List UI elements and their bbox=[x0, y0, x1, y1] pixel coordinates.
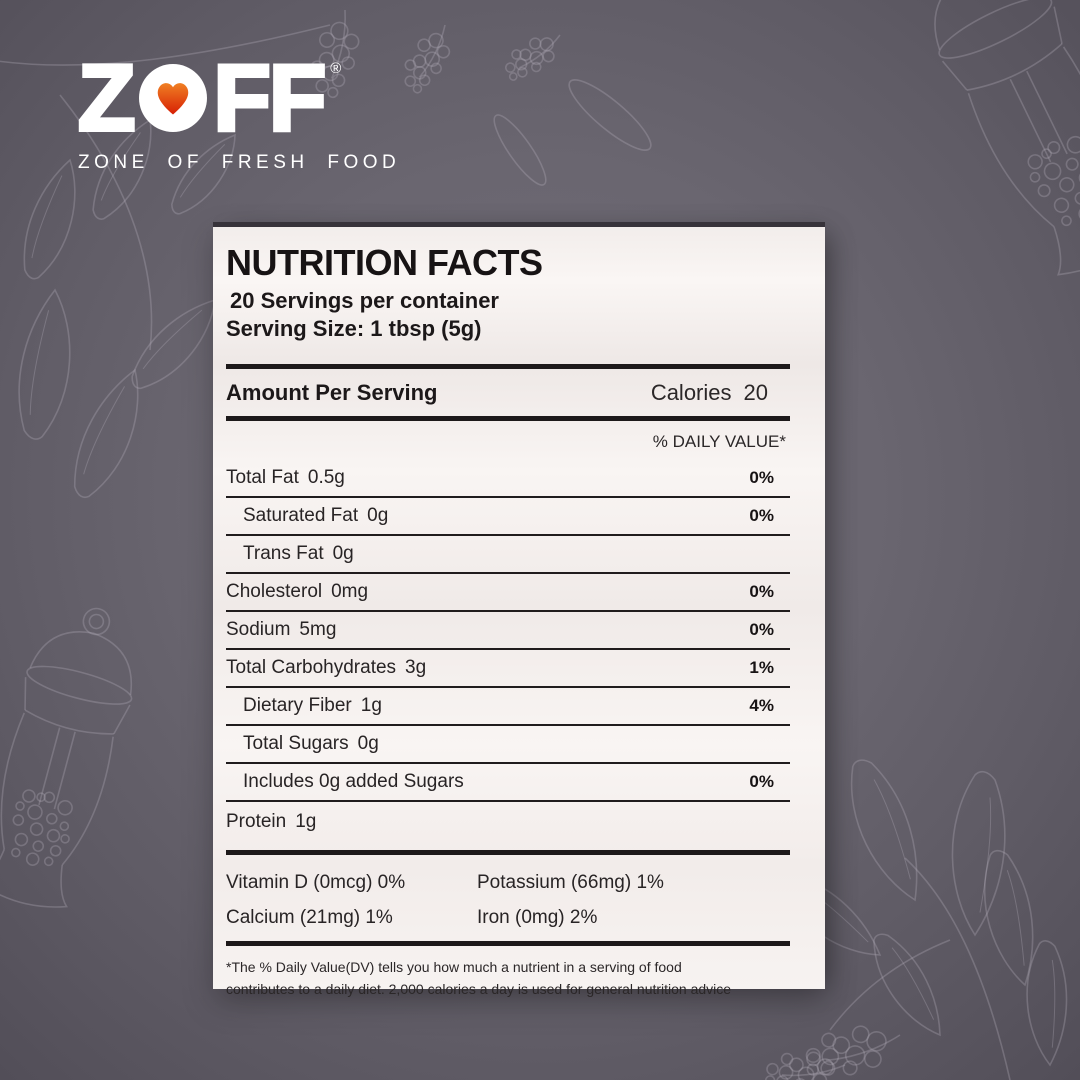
nutrient-row-trans-fat: Trans Fat 0g bbox=[226, 536, 790, 574]
nutrient-amount: 1g bbox=[295, 811, 317, 832]
nutrient-name: Total Sugars bbox=[243, 733, 349, 754]
nutrient-dv: 1% bbox=[749, 658, 774, 677]
logo-letter-z: Z bbox=[76, 45, 137, 150]
nutrition-facts-card: NUTRITION FACTS 20 Servings per containe… bbox=[213, 222, 825, 997]
micronutrient-iron: Iron (0mg) 2% bbox=[477, 907, 598, 928]
nutrient-name: Protein bbox=[226, 811, 287, 832]
nutrient-name: Cholesterol bbox=[226, 581, 323, 602]
micronutrients-grid: Vitamin D (0mcg) 0% Potassium (66mg) 1% … bbox=[226, 855, 790, 941]
micronutrient-calcium: Calcium (21mg) 1% bbox=[226, 907, 393, 928]
divider-thick bbox=[226, 941, 790, 946]
nutrient-name: Total Carbohydrates bbox=[226, 657, 397, 678]
daily-value-footnote: *The % Daily Value(DV) tells you how muc… bbox=[226, 946, 790, 1000]
nutrient-name: Includes 0g added Sugars bbox=[243, 771, 464, 792]
nutrient-amount: 0g bbox=[357, 733, 379, 754]
divider-thick bbox=[226, 364, 790, 369]
nutrient-amount: 0g bbox=[367, 505, 389, 526]
brand-tagline: ZONE OF FRESH FOOD bbox=[78, 152, 401, 173]
servings-per-container: 20 Servings per container bbox=[230, 288, 499, 313]
amount-per-serving-label: Amount Per Serving bbox=[226, 380, 438, 405]
nutrient-row-protein: Protein 1g bbox=[226, 802, 790, 842]
nutrient-dv: 0% bbox=[749, 506, 774, 525]
registered-trademark-icon: ® bbox=[330, 60, 342, 77]
brand-logo: Z FF ® ZONE OF FRESH FOOD bbox=[76, 45, 401, 174]
logo-letters-ff: FF bbox=[211, 45, 328, 150]
micronutrient-potassium: Potassium (66mg) 1% bbox=[477, 872, 664, 893]
nutrient-row-dietary-fiber: Dietary Fiber 1g 4% bbox=[226, 688, 790, 726]
nutrient-row-sodium: Sodium 5mg 0% bbox=[226, 612, 790, 650]
footnote-line-1: *The % Daily Value(DV) tells you how muc… bbox=[226, 959, 682, 975]
footnote-line-2: contributes to a daily diet. 2,000 calor… bbox=[226, 981, 732, 997]
nutrient-amount: 1g bbox=[360, 695, 382, 716]
serving-size: Serving Size: 1 tbsp (5g) bbox=[226, 316, 482, 341]
nutrient-amount: 0mg bbox=[331, 581, 369, 602]
nutrient-dv: 0% bbox=[749, 582, 774, 601]
nutrient-row-total-sugars: Total Sugars 0g bbox=[226, 726, 790, 764]
calories-value: 20 bbox=[743, 380, 768, 405]
nutrient-amount: 3g bbox=[405, 657, 427, 678]
nutrient-row-cholesterol: Cholesterol 0mg 0% bbox=[226, 574, 790, 612]
nutrient-dv: 0% bbox=[749, 772, 774, 791]
nutrient-name: Saturated Fat bbox=[243, 505, 359, 526]
nutrient-amount: 0g bbox=[332, 543, 354, 564]
calories-label: Calories bbox=[650, 380, 732, 405]
nutrient-dv: 0% bbox=[749, 620, 774, 639]
amount-per-serving-row: Amount Per Serving Calories 20 bbox=[226, 369, 790, 416]
nutrient-name: Total Fat bbox=[226, 467, 299, 488]
nutrient-row-saturated-fat: Saturated Fat 0g 0% bbox=[226, 498, 790, 536]
nutrition-facts-title: NUTRITION FACTS bbox=[226, 242, 543, 283]
divider-thick bbox=[226, 416, 790, 421]
nutrient-amount: 5mg bbox=[299, 619, 337, 640]
nutrient-amount: 0.5g bbox=[307, 467, 345, 488]
logo-heart-icon bbox=[139, 64, 208, 132]
nutrient-dv: 0% bbox=[749, 468, 774, 487]
nutrient-row-total-fat: Total Fat 0.5g 0% bbox=[226, 460, 790, 498]
nutrient-row-added-sugars: Includes 0g added Sugars 0% bbox=[226, 764, 790, 802]
nutrient-name: Trans Fat bbox=[243, 543, 324, 564]
nutrient-dv: 4% bbox=[749, 696, 774, 715]
daily-value-header: % DAILY VALUE* bbox=[652, 432, 786, 451]
calories-group: Calories 20 bbox=[651, 380, 790, 406]
nutrient-name: Dietary Fiber bbox=[243, 695, 352, 716]
micronutrient-vitamin-d: Vitamin D (0mcg) 0% bbox=[226, 872, 406, 893]
nutrient-name: Sodium bbox=[226, 619, 291, 640]
nutrient-row-total-carbohydrates: Total Carbohydrates 3g 1% bbox=[226, 650, 790, 688]
divider-thick bbox=[226, 850, 790, 855]
